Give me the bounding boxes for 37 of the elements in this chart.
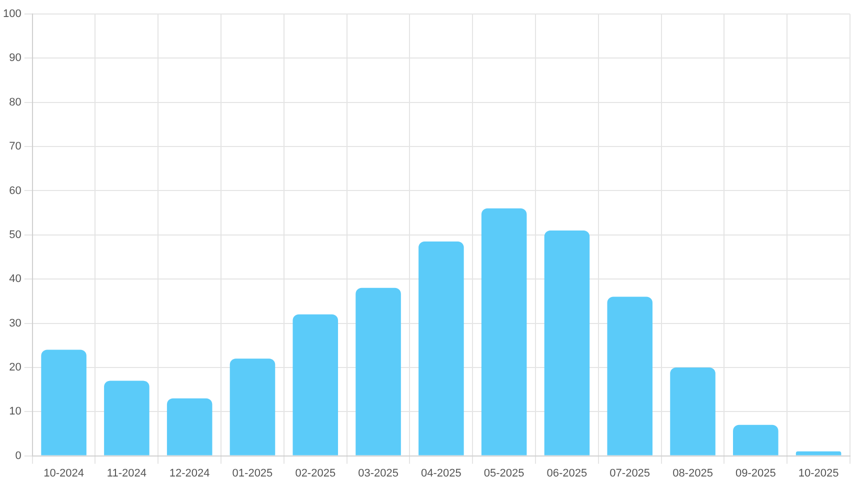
x-tick-label: 12-2024 [169,467,210,480]
bar [733,424,778,456]
x-tick-label: 11-2024 [106,467,146,480]
bar [796,451,842,456]
x-tick-label: 08-2025 [672,467,713,480]
x-tick-label: 01-2025 [232,467,273,480]
bar [418,242,464,456]
x-tick-label: 04-2025 [420,467,462,480]
y-tick-label: 40 [9,273,22,286]
x-tick-label: 05-2025 [484,467,524,480]
bar [166,398,212,456]
y-tick-label: 90 [9,52,22,64]
bar [607,296,653,456]
bar [41,350,86,456]
x-tick-label: 09-2025 [735,467,776,480]
x-tick-label: 02-2025 [295,467,336,480]
y-tick-label: 70 [9,140,22,153]
y-tick-label: 0 [15,450,22,462]
y-tick-label: 10 [9,406,22,418]
y-tick-label: 80 [9,96,22,108]
x-tick-label: 10-2025 [798,467,839,480]
bar [481,208,527,456]
y-tick-label: 30 [9,317,22,330]
bar [356,288,401,456]
x-tick-label: 07-2025 [610,467,650,480]
y-tick-label: 100 [2,8,22,20]
x-tick-label: 10-2024 [44,467,84,480]
bar [230,358,276,456]
x-tick-label: 03-2025 [358,467,398,480]
bar [670,367,716,456]
y-tick-label: 50 [9,228,22,241]
bar [292,314,338,456]
bar [544,230,590,456]
y-tick-label: 20 [9,361,22,374]
y-tick-label: 60 [9,184,22,197]
x-tick-label: 06-2025 [546,467,588,480]
bar [104,380,150,456]
